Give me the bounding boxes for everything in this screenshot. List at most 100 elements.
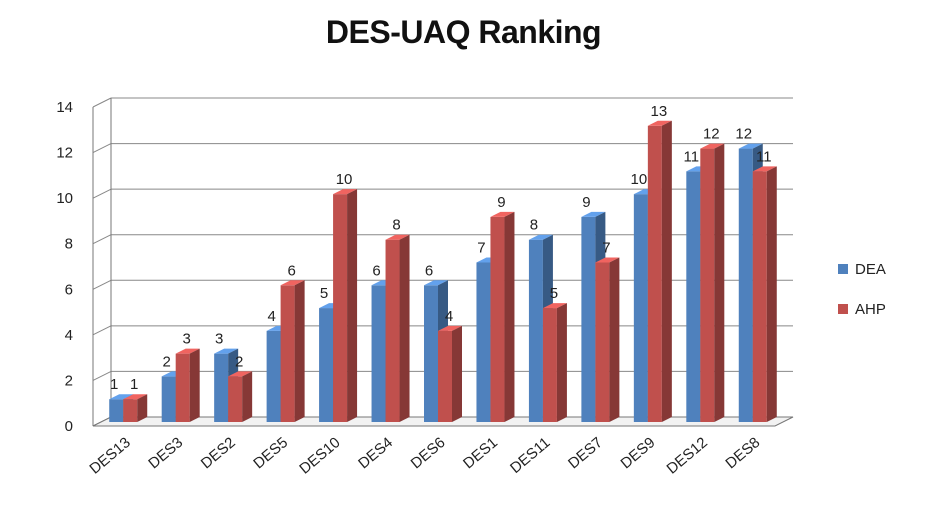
bar-side — [242, 371, 253, 422]
bar-dea-des1 — [476, 262, 491, 422]
bar-top — [228, 371, 253, 377]
bar-side — [399, 234, 410, 422]
bar-top — [738, 143, 763, 149]
data-label-dea-des1: 7 — [477, 240, 485, 257]
data-label-ahp-des2: 2 — [235, 353, 243, 370]
bar-dea-des12 — [686, 171, 701, 422]
bar-dea-des11 — [528, 239, 543, 422]
x-tick-label: DES4 — [355, 434, 396, 472]
x-tick-label: DES2 — [198, 434, 239, 472]
bar-side — [452, 325, 462, 422]
x-tick-label: DES11 — [507, 434, 553, 477]
bar-side — [766, 166, 777, 422]
data-label-dea-des13: 1 — [110, 376, 118, 393]
bars — [109, 120, 777, 423]
y-tick-label: 6 — [65, 281, 73, 298]
bar-side — [714, 143, 725, 423]
data-label-dea-des3: 2 — [163, 353, 171, 370]
y-tick-label: 10 — [56, 190, 73, 207]
bar-dea-des8 — [738, 148, 753, 423]
bar-ahp-des12 — [700, 148, 715, 423]
bar-side — [189, 348, 200, 422]
bar-dea-des6 — [424, 285, 438, 422]
data-label-ahp-des13: 1 — [130, 376, 138, 393]
x-tick-label: DES12 — [664, 434, 711, 478]
data-label-ahp-des9: 13 — [651, 103, 668, 120]
bar-side — [504, 211, 515, 422]
bar-dea-des3 — [161, 376, 176, 422]
bar-top — [123, 394, 148, 400]
data-label-dea-des12: 11 — [684, 148, 700, 165]
bar-top — [700, 143, 725, 149]
data-label-dea-des6: 6 — [425, 262, 433, 279]
y-tick-label: 2 — [65, 372, 73, 389]
bar-top — [595, 257, 620, 263]
bar-side — [661, 120, 672, 423]
bar-top — [280, 280, 305, 286]
data-label-ahp-des12: 12 — [703, 126, 720, 143]
y-tick-label: 0 — [65, 418, 73, 435]
gridline-depth — [92, 143, 112, 154]
data-label-dea-des9: 10 — [631, 171, 648, 188]
data-label-dea-des5: 4 — [267, 308, 275, 325]
bar-dea-des2 — [214, 353, 229, 422]
data-label-dea-des2: 3 — [215, 331, 223, 348]
bar-top — [647, 120, 672, 126]
data-label-dea-des10: 5 — [320, 285, 328, 302]
bar-top — [175, 348, 200, 354]
gridline-depth — [92, 279, 112, 290]
x-tick-label: DES10 — [296, 434, 343, 478]
bar-top — [581, 211, 606, 217]
x-tick-label: DES1 — [460, 434, 501, 472]
data-label-ahp-des11: 5 — [550, 285, 558, 302]
x-tick-label: DES9 — [617, 434, 658, 472]
bar-dea-des10 — [319, 308, 334, 422]
bar-side — [609, 257, 620, 422]
chart-title: DES-UAQ Ranking — [325, 14, 602, 50]
data-label-ahp-des3: 3 — [183, 331, 191, 348]
y-tick-label: 8 — [65, 236, 73, 253]
x-tick-label: DES7 — [565, 434, 606, 472]
bar-top — [542, 303, 567, 309]
bar-side — [137, 394, 148, 422]
bar-dea-des7 — [581, 216, 596, 422]
legend-label-ahp: AHP — [855, 301, 886, 318]
bar-ahp-des10 — [333, 194, 348, 422]
y-tick-label: 14 — [56, 99, 73, 116]
data-label-ahp-des1: 9 — [497, 194, 505, 211]
legend: DEA AHP — [838, 261, 886, 318]
bar-side — [347, 189, 358, 422]
data-label-dea-des4: 6 — [372, 262, 380, 279]
data-label-ahp-des8: 11 — [756, 148, 772, 165]
bar-top — [752, 166, 777, 172]
x-tick-label: DES3 — [145, 434, 186, 472]
bar-dea-des9 — [633, 194, 648, 422]
bar-top — [424, 280, 448, 286]
data-label-ahp-des6: 4 — [445, 308, 453, 325]
bar-side — [556, 303, 567, 422]
bar-top — [438, 325, 462, 331]
data-label-dea-des8: 12 — [735, 126, 752, 143]
bar-ahp-des9 — [647, 125, 662, 423]
bar-dea-des5 — [266, 330, 281, 422]
x-tick-label: DES8 — [722, 434, 763, 472]
bar-top — [333, 189, 358, 195]
bar-top — [385, 234, 410, 240]
bar-ahp-des1 — [490, 216, 505, 422]
data-label-ahp-des5: 6 — [287, 262, 295, 279]
bar-ahp-des8 — [752, 171, 767, 422]
bar-dea-des4 — [371, 285, 386, 422]
gridline-depth — [92, 188, 112, 199]
legend-label-dea: DEA — [855, 261, 886, 278]
bar-ahp-des11 — [542, 308, 557, 422]
bar-ahp-des4 — [385, 239, 400, 422]
data-label-ahp-des7: 7 — [602, 240, 610, 257]
legend-swatch-dea — [838, 264, 848, 274]
data-label-dea-des7: 9 — [582, 194, 590, 211]
x-tick-label: DES5 — [250, 434, 291, 472]
data-label-ahp-des10: 10 — [336, 171, 353, 188]
bar-ahp-des13 — [123, 399, 138, 422]
data-label-dea-des11: 8 — [530, 217, 538, 234]
legend-swatch-ahp — [838, 304, 848, 314]
y-tick-label: 4 — [65, 327, 73, 344]
